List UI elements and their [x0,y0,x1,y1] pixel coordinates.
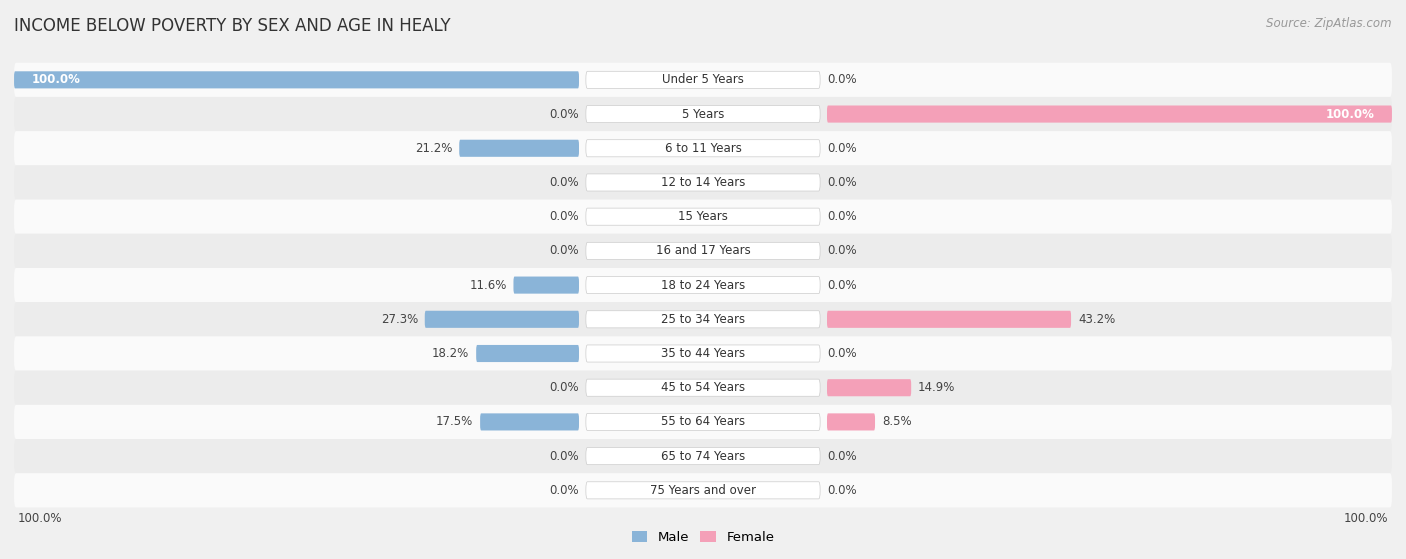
Text: 14.9%: 14.9% [918,381,956,394]
FancyBboxPatch shape [460,140,579,157]
FancyBboxPatch shape [14,165,1392,200]
FancyBboxPatch shape [586,277,820,293]
Text: INCOME BELOW POVERTY BY SEX AND AGE IN HEALY: INCOME BELOW POVERTY BY SEX AND AGE IN H… [14,17,451,35]
FancyBboxPatch shape [14,200,1392,234]
FancyBboxPatch shape [513,277,579,293]
Legend: Male, Female: Male, Female [626,525,780,549]
Text: 100.0%: 100.0% [17,511,62,524]
Text: 25 to 34 Years: 25 to 34 Years [661,313,745,326]
Text: 100.0%: 100.0% [1326,107,1375,121]
Text: 0.0%: 0.0% [550,176,579,189]
FancyBboxPatch shape [14,63,1392,97]
FancyBboxPatch shape [586,345,820,362]
FancyBboxPatch shape [827,106,1392,122]
Text: 0.0%: 0.0% [827,210,856,223]
Text: 17.5%: 17.5% [436,415,474,428]
FancyBboxPatch shape [14,473,1392,508]
Text: 0.0%: 0.0% [827,278,856,292]
FancyBboxPatch shape [586,311,820,328]
Text: 18 to 24 Years: 18 to 24 Years [661,278,745,292]
Text: 0.0%: 0.0% [827,176,856,189]
Text: 0.0%: 0.0% [827,73,856,86]
Text: 0.0%: 0.0% [827,347,856,360]
Text: 27.3%: 27.3% [381,313,418,326]
Text: 0.0%: 0.0% [827,142,856,155]
Text: 0.0%: 0.0% [827,449,856,463]
Text: 0.0%: 0.0% [827,244,856,257]
FancyBboxPatch shape [586,72,820,88]
FancyBboxPatch shape [14,302,1392,337]
FancyBboxPatch shape [586,106,820,122]
FancyBboxPatch shape [479,413,579,430]
Text: 75 Years and over: 75 Years and over [650,484,756,497]
FancyBboxPatch shape [425,311,579,328]
Text: 100.0%: 100.0% [1344,511,1389,524]
Text: 18.2%: 18.2% [432,347,470,360]
FancyBboxPatch shape [14,234,1392,268]
Text: 55 to 64 Years: 55 to 64 Years [661,415,745,428]
Text: 0.0%: 0.0% [550,381,579,394]
FancyBboxPatch shape [827,413,875,430]
Text: Source: ZipAtlas.com: Source: ZipAtlas.com [1267,17,1392,30]
FancyBboxPatch shape [14,268,1392,302]
Text: 43.2%: 43.2% [1078,313,1115,326]
FancyBboxPatch shape [14,371,1392,405]
FancyBboxPatch shape [586,379,820,396]
FancyBboxPatch shape [477,345,579,362]
FancyBboxPatch shape [14,72,579,88]
Text: 0.0%: 0.0% [827,484,856,497]
Text: 0.0%: 0.0% [550,210,579,223]
Text: 0.0%: 0.0% [550,484,579,497]
FancyBboxPatch shape [586,208,820,225]
FancyBboxPatch shape [586,243,820,259]
Text: 100.0%: 100.0% [31,73,80,86]
Text: 45 to 54 Years: 45 to 54 Years [661,381,745,394]
Text: 6 to 11 Years: 6 to 11 Years [665,142,741,155]
FancyBboxPatch shape [14,337,1392,371]
Text: Under 5 Years: Under 5 Years [662,73,744,86]
Text: 0.0%: 0.0% [550,244,579,257]
FancyBboxPatch shape [14,97,1392,131]
Text: 11.6%: 11.6% [470,278,506,292]
FancyBboxPatch shape [827,311,1071,328]
FancyBboxPatch shape [14,439,1392,473]
FancyBboxPatch shape [586,482,820,499]
Text: 35 to 44 Years: 35 to 44 Years [661,347,745,360]
FancyBboxPatch shape [586,448,820,465]
Text: 0.0%: 0.0% [550,107,579,121]
Text: 0.0%: 0.0% [550,449,579,463]
Text: 65 to 74 Years: 65 to 74 Years [661,449,745,463]
FancyBboxPatch shape [586,140,820,157]
Text: 8.5%: 8.5% [882,415,911,428]
FancyBboxPatch shape [586,413,820,430]
Text: 12 to 14 Years: 12 to 14 Years [661,176,745,189]
Text: 15 Years: 15 Years [678,210,728,223]
Text: 21.2%: 21.2% [415,142,453,155]
Text: 5 Years: 5 Years [682,107,724,121]
FancyBboxPatch shape [827,379,911,396]
Text: 16 and 17 Years: 16 and 17 Years [655,244,751,257]
FancyBboxPatch shape [14,131,1392,165]
FancyBboxPatch shape [14,405,1392,439]
FancyBboxPatch shape [586,174,820,191]
